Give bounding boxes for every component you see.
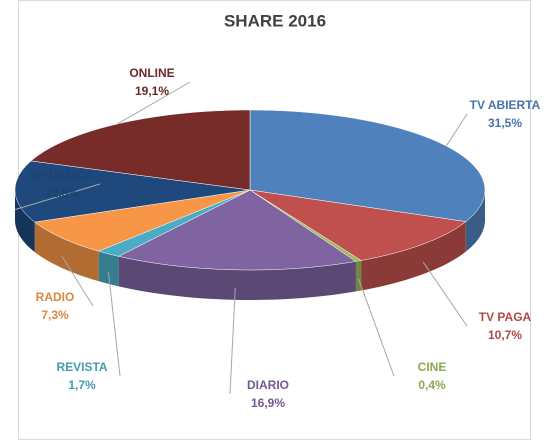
data-label-name: DIARIO xyxy=(247,378,289,392)
data-label-value: 10,7% xyxy=(488,328,522,342)
leader-line xyxy=(445,113,468,147)
slice-side xyxy=(355,260,362,292)
data-label-value: 1,7% xyxy=(68,378,96,392)
chart-title: SHARE 2016 xyxy=(224,11,326,30)
leader-line xyxy=(229,287,236,395)
data-label-value: 31,5% xyxy=(488,116,522,130)
slice-side xyxy=(34,222,99,282)
data-label-name: TV PAGA xyxy=(479,310,532,324)
data-label-name: REVISTA xyxy=(56,360,107,374)
slice xyxy=(249,189,467,261)
data-label-value: 12,5% xyxy=(45,186,79,200)
data-label-value: 7,3% xyxy=(41,308,69,322)
data-label-name: CINE xyxy=(418,360,447,374)
slice xyxy=(117,189,357,271)
data-label-name: RADIO xyxy=(36,290,75,304)
data-label-name: V.PÚBLICA xyxy=(30,167,94,182)
data-label-value: 16,9% xyxy=(251,396,285,410)
leader-line xyxy=(358,278,395,377)
slice-side xyxy=(15,190,35,253)
data-label-value: 19,1% xyxy=(135,84,169,98)
slice xyxy=(34,189,251,252)
data-label-name: TV ABIERTA xyxy=(470,98,541,112)
data-label-name: ONLINE xyxy=(129,66,174,80)
leader-line xyxy=(61,255,94,307)
slice xyxy=(14,160,251,223)
slice xyxy=(97,189,251,257)
slice-side xyxy=(98,251,119,287)
slice-side xyxy=(118,256,356,300)
slice-side xyxy=(465,190,485,252)
slice-side xyxy=(361,221,466,291)
leader-line xyxy=(107,271,121,377)
data-label-value: 0,4% xyxy=(418,378,446,392)
leader-line xyxy=(117,81,191,125)
slice xyxy=(249,189,362,262)
leader-line xyxy=(14,183,101,211)
leader-line xyxy=(422,261,468,327)
